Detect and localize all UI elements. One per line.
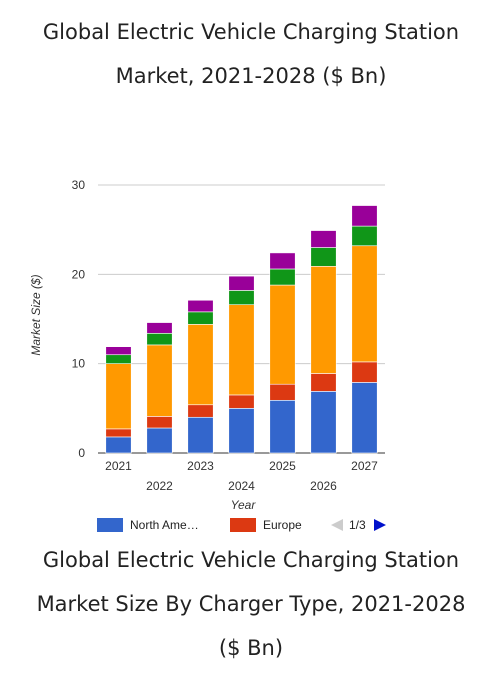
chart-heading-line-2: Market, 2021-2028 ($ Bn) [115,64,387,88]
stacked-bar-chart: 0 10 20 30 2021 2022 2023 2024 2025 2026 2027 Mark… [29,178,386,532]
bar-segment[interactable] [228,290,255,306]
bar-segment[interactable] [269,284,296,385]
bar-segment[interactable] [310,230,337,248]
bar-segment[interactable] [146,322,173,334]
bar-segment[interactable] [228,304,255,396]
x-tick-label: 2027 [351,459,378,473]
section-heading-line-3: ($ Bn) [218,636,284,660]
bar-segment[interactable] [269,399,296,454]
x-tick-label: 2026 [310,479,337,493]
bar-segment[interactable] [351,225,378,247]
bar-segment[interactable] [146,427,173,454]
chart-heading: Global Electric Vehicle Charging Station… [0,10,502,98]
bar-segment[interactable] [269,252,296,270]
bar-segment[interactable] [310,391,337,454]
bar-segment[interactable] [105,436,132,454]
x-tick-label: 2021 [105,459,132,473]
axes: 0 10 20 30 2021 2022 2023 2024 2025 2026 2027 [72,178,379,493]
y-tick-label: 0 [78,446,85,460]
pager-next-arrow-icon[interactable] [374,519,386,531]
bar-segment[interactable] [105,354,132,364]
bar-segment[interactable] [351,245,378,363]
bar-segment[interactable] [351,382,378,454]
legend-label: Europe [263,518,302,532]
bar-segment[interactable] [228,394,255,409]
bar-segment[interactable] [146,332,173,346]
section-heading-line-1: Global Electric Vehicle Charging Station [42,548,460,572]
bars [105,205,378,454]
legend-swatch [230,518,256,532]
chart-heading-line-1: Global Electric Vehicle Charging Station [42,20,460,44]
y-axis-title: Market Size ($) [29,274,43,355]
x-tick-label: 2023 [187,459,214,473]
bar-segment[interactable] [310,247,337,267]
bar-segment[interactable] [187,416,214,454]
legend-label: North Ame… [130,518,199,532]
bar-segment[interactable] [310,265,337,374]
x-tick-label: 2025 [269,459,296,473]
bar-segment[interactable] [105,346,132,356]
bar-segment[interactable] [187,324,214,406]
pager-text: 1/3 [349,518,366,532]
section-heading: Global Electric Vehicle Charging Station… [0,538,502,670]
bar-segment[interactable] [187,404,214,418]
bar-segment[interactable] [105,363,132,430]
bar-segment[interactable] [269,268,296,286]
y-tick-label: 10 [72,357,86,371]
bar-segment[interactable] [228,275,255,291]
bar-segment[interactable] [105,428,132,438]
legend: North Ame… Europe 1/3 [97,518,386,532]
bar-segment[interactable] [187,311,214,325]
legend-swatch [97,518,123,532]
bar-segment[interactable] [310,373,337,392]
x-tick-label: 2022 [146,479,173,493]
bar-segment[interactable] [351,205,378,227]
bar-segment[interactable] [351,361,378,383]
bar-segment[interactable] [146,344,173,417]
bar-segment[interactable] [228,408,255,454]
bar-segment[interactable] [269,383,296,401]
x-tick-label: 2024 [228,479,255,493]
y-tick-label: 30 [72,178,86,192]
pager-prev-arrow-icon[interactable] [331,519,343,531]
section-heading-line-2: Market Size By Charger Type, 2021-2028 [36,592,466,616]
x-axis-title: Year [231,498,257,512]
y-tick-label: 20 [72,267,86,281]
bar-segment[interactable] [187,299,214,313]
bar-segment[interactable] [146,416,173,429]
